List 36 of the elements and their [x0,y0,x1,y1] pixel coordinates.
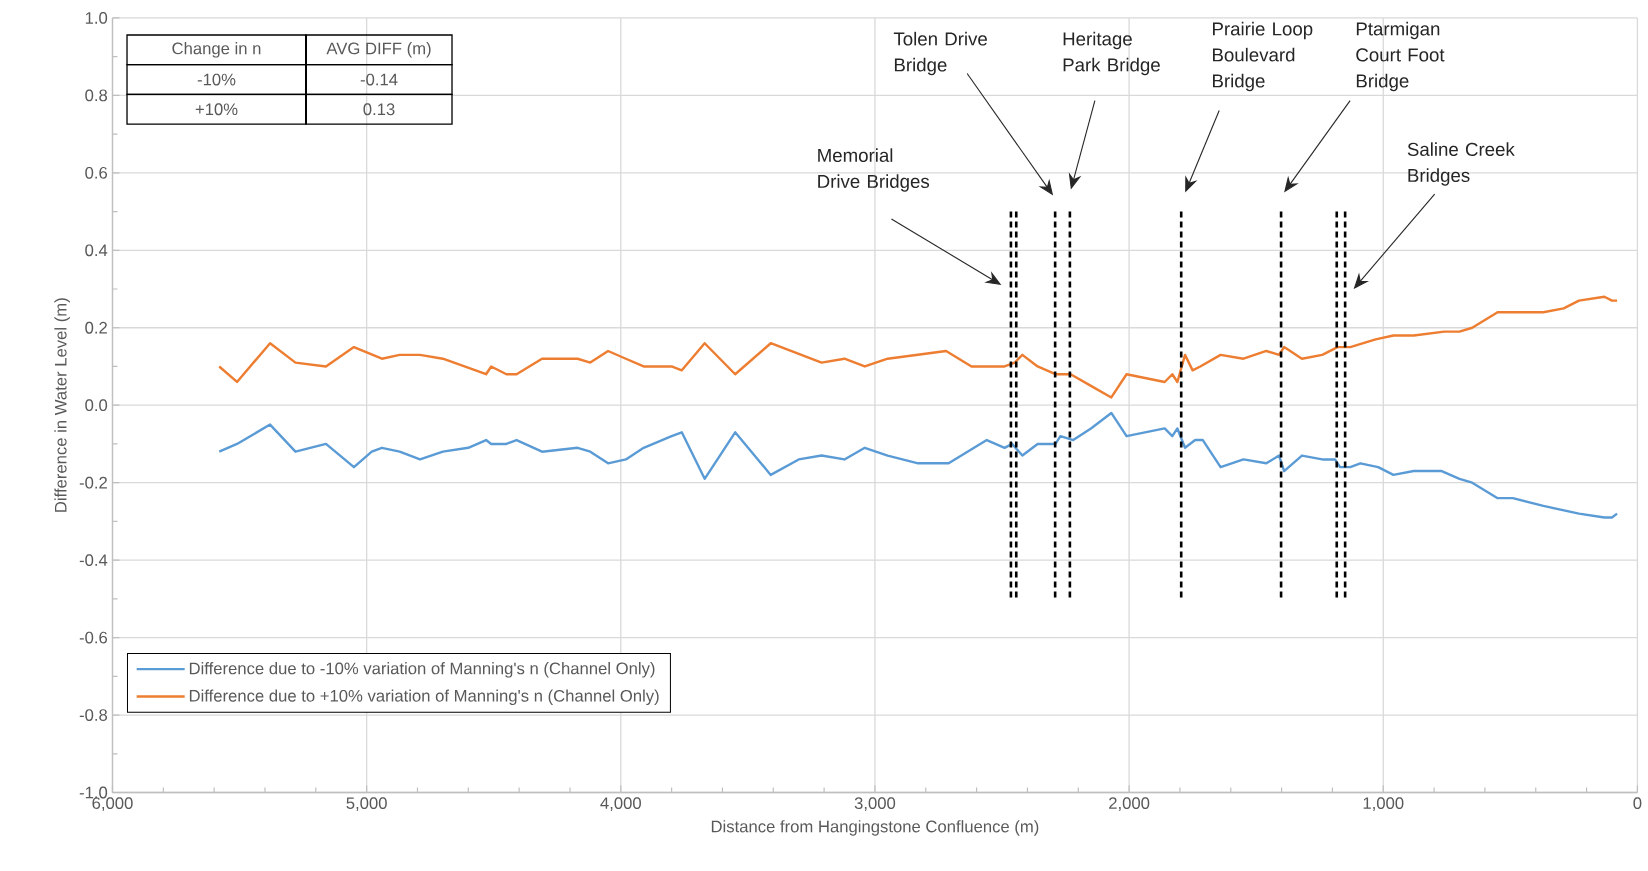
y-tick-label: 0.6 [85,166,108,179]
x-tick-label: 1,000 [1363,797,1404,811]
annotation: Ptarmigan Court Foot Bridge [1356,21,1445,92]
y-tick-label: -0.2 [79,476,107,489]
y-tick-label: 0.2 [85,321,107,334]
x-tick-label: 0 [1633,797,1642,810]
annotation: Prairie Loop Boulevard Bridge [1213,21,1313,92]
x-tick-label: 4,000 [600,797,641,811]
y-tick-label: -0.8 [79,709,108,721]
legend-label: Difference due to -10% variation of Manning's n (Channel Only) [189,662,655,678]
line-series [218,411,1619,519]
annotation: +10% [195,103,238,116]
annotation: Heritage Park Bridge [1063,31,1160,76]
y-axis-title: Difference in Water Level (m) [54,298,70,512]
annotation: 0.13 [363,103,395,116]
y-tick-label: -0.4 [79,554,108,567]
x-tick-label: 3,000 [854,797,896,811]
annotation: AVG DIFF (m) [326,42,431,58]
annotation: -0.14 [360,73,398,86]
y-tick-label: 0.8 [85,89,108,102]
annotation: Tolen Drive Bridge [893,31,987,76]
y-tick-label: 0.4 [85,244,108,257]
x-tick-label: 2,000 [1109,797,1150,811]
y-tick-label: -1.0 [79,786,108,799]
annotation: Memorial Drive Bridges [818,148,930,192]
annotation: Saline Creek Bridges [1407,142,1515,186]
y-tick-label: 1.0 [85,12,108,24]
line-series [218,295,1619,399]
x-axis-title: Distance from Hangingstone Confluence (m) [711,820,1039,836]
x-tick-label: 6,000 [92,797,133,811]
x-tick-label: 5,000 [346,797,387,811]
legend-label: Difference due to +10% variation of Manning's n (Channel Only) [189,689,659,706]
annotation: Change in n [172,42,261,58]
annotation: -10% [197,73,236,86]
y-tick-label: -0.6 [79,631,108,644]
y-tick-label: 0.0 [85,399,108,412]
